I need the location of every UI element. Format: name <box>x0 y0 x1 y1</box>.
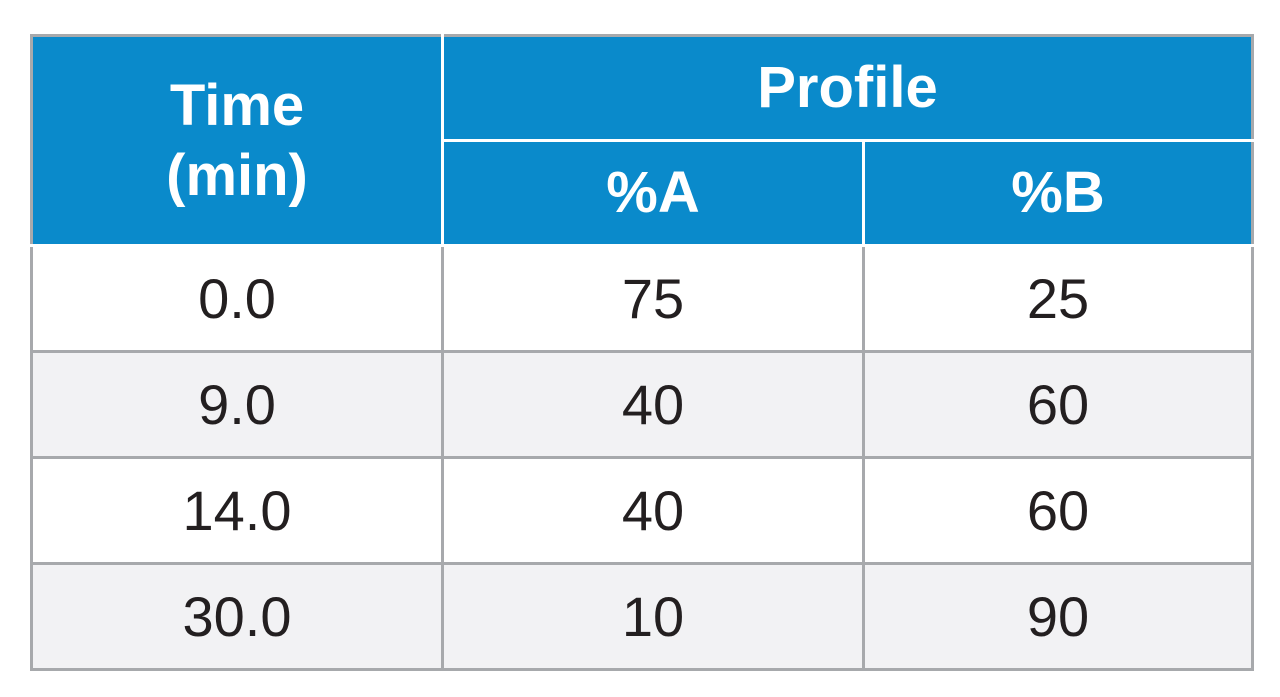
gradient-table: Time (min) Profile %A %B 0.0 75 25 9.0 4… <box>30 34 1254 671</box>
table-header: Time (min) Profile %A %B <box>30 34 1254 247</box>
header-percent-b: %B <box>862 139 1254 247</box>
cell-time: 30.0 <box>30 562 444 671</box>
cell-time: 9.0 <box>30 350 444 459</box>
header-percent-a: %A <box>441 139 865 247</box>
header-time-line2: (min) <box>166 142 308 208</box>
cell-time: 14.0 <box>30 456 444 565</box>
cell-percent-a: 75 <box>441 244 865 353</box>
cell-percent-b: 60 <box>862 456 1254 565</box>
table-body: 0.0 75 25 9.0 40 60 14.0 40 60 30.0 10 9… <box>30 244 1254 671</box>
cell-percent-a: 40 <box>441 456 865 565</box>
cell-percent-b: 60 <box>862 350 1254 459</box>
cell-percent-b: 25 <box>862 244 1254 353</box>
gradient-table-container: Time (min) Profile %A %B 0.0 75 25 9.0 4… <box>30 34 1254 671</box>
header-time: Time (min) <box>30 34 444 247</box>
table-row: 14.0 40 60 <box>30 456 1254 565</box>
header-time-line1: Time <box>169 72 305 138</box>
cell-percent-a: 10 <box>441 562 865 671</box>
cell-percent-b: 90 <box>862 562 1254 671</box>
cell-percent-a: 40 <box>441 350 865 459</box>
table-row: 30.0 10 90 <box>30 562 1254 671</box>
table-row: 9.0 40 60 <box>30 350 1254 459</box>
table-row: 0.0 75 25 <box>30 244 1254 353</box>
cell-time: 0.0 <box>30 244 444 353</box>
header-profile: Profile <box>441 34 1254 142</box>
